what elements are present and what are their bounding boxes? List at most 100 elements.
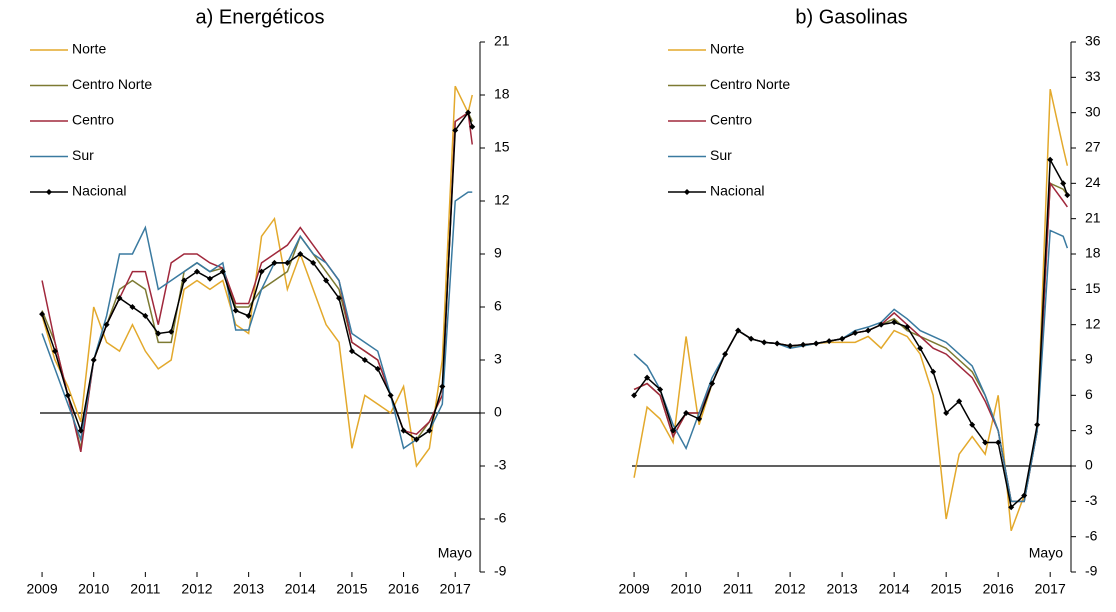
point-marker bbox=[310, 259, 317, 266]
point-marker bbox=[1034, 421, 1041, 428]
x-tick-label: 2017 bbox=[1035, 581, 1066, 597]
point-marker bbox=[426, 427, 433, 434]
y-tick-label: 3 bbox=[1085, 421, 1093, 437]
point-marker bbox=[904, 324, 911, 331]
x-tick-label: 2010 bbox=[671, 581, 702, 597]
point-marker bbox=[103, 321, 110, 328]
point-marker bbox=[865, 327, 872, 334]
point-marker bbox=[644, 374, 651, 381]
x-tick-label: 2010 bbox=[78, 581, 109, 597]
y-tick-label: -3 bbox=[1085, 492, 1098, 508]
point-marker bbox=[465, 109, 472, 116]
point-marker bbox=[219, 268, 226, 275]
point-marker bbox=[374, 365, 381, 372]
x-tick-label: 2013 bbox=[827, 581, 858, 597]
y-tick-label: 6 bbox=[1085, 386, 1093, 402]
legend-label: Centro Norte bbox=[72, 76, 152, 92]
point-marker bbox=[400, 427, 407, 434]
point-marker bbox=[181, 277, 188, 284]
point-marker bbox=[297, 251, 304, 257]
point-marker bbox=[361, 357, 368, 363]
series-line bbox=[41, 85, 473, 468]
y-tick-label: 12 bbox=[494, 192, 510, 208]
point-marker bbox=[774, 340, 781, 347]
point-marker bbox=[348, 348, 355, 355]
point-marker bbox=[696, 415, 703, 422]
annotation: Mayo bbox=[1029, 545, 1063, 561]
x-tick-label: 2012 bbox=[775, 581, 806, 597]
point-marker bbox=[982, 439, 989, 446]
point-marker bbox=[439, 383, 446, 390]
point-marker bbox=[1008, 504, 1015, 511]
point-marker bbox=[1064, 192, 1071, 199]
y-tick-label: 15 bbox=[1085, 280, 1101, 296]
x-tick-label: 2012 bbox=[181, 581, 212, 597]
point-marker bbox=[813, 340, 820, 347]
y-tick-label: -6 bbox=[1085, 527, 1098, 543]
legend-label: Sur bbox=[710, 147, 732, 163]
x-tick-label: 2015 bbox=[931, 581, 962, 597]
point-marker bbox=[878, 321, 885, 328]
point-marker bbox=[387, 392, 394, 399]
point-marker bbox=[168, 328, 175, 335]
y-tick-label: 27 bbox=[1085, 139, 1101, 155]
legend-label: Centro Norte bbox=[710, 76, 790, 92]
point-marker bbox=[284, 259, 291, 266]
legend-label: Centro bbox=[72, 112, 114, 128]
y-tick-label: 9 bbox=[1085, 351, 1093, 367]
y-tick-label: 30 bbox=[1085, 103, 1101, 119]
point-marker bbox=[64, 392, 71, 399]
point-marker bbox=[413, 436, 420, 443]
point-marker bbox=[206, 275, 213, 282]
annotation: Mayo bbox=[438, 545, 472, 561]
legend-label: Nacional bbox=[710, 183, 764, 199]
point-marker bbox=[336, 295, 343, 302]
chart-title: b) Gasolinas bbox=[795, 6, 907, 28]
point-marker bbox=[761, 339, 768, 346]
point-marker bbox=[39, 311, 46, 318]
series-line bbox=[41, 111, 473, 453]
point-marker bbox=[155, 330, 162, 337]
point-marker bbox=[917, 345, 924, 352]
legend-label: Norte bbox=[710, 41, 744, 57]
series-line bbox=[41, 191, 473, 450]
point-marker bbox=[452, 127, 459, 134]
point-marker bbox=[51, 348, 58, 355]
point-marker bbox=[787, 342, 794, 349]
point-marker bbox=[839, 335, 846, 342]
legend-marker bbox=[684, 189, 690, 195]
x-tick-label: 2013 bbox=[233, 581, 264, 597]
point-marker bbox=[826, 338, 833, 345]
legend-label: Sur bbox=[72, 147, 94, 163]
point-marker bbox=[258, 268, 265, 275]
y-tick-label: 0 bbox=[1085, 457, 1093, 473]
point-marker bbox=[323, 277, 330, 284]
x-tick-label: 2016 bbox=[983, 581, 1014, 597]
y-tick-label: 21 bbox=[1085, 209, 1101, 225]
y-tick-label: -9 bbox=[1085, 563, 1098, 579]
y-tick-label: 9 bbox=[494, 245, 502, 261]
y-tick-label: 24 bbox=[1085, 174, 1101, 190]
point-marker bbox=[943, 410, 950, 416]
x-tick-label: 2014 bbox=[879, 581, 910, 597]
legend-label: Centro bbox=[710, 112, 752, 128]
x-tick-label: 2017 bbox=[440, 581, 471, 597]
point-marker bbox=[1060, 180, 1067, 187]
point-marker bbox=[142, 312, 149, 319]
y-tick-label: -9 bbox=[494, 563, 507, 579]
point-marker bbox=[129, 304, 136, 310]
point-marker bbox=[232, 307, 239, 314]
y-tick-label: 18 bbox=[494, 86, 510, 102]
x-tick-label: 2016 bbox=[388, 581, 419, 597]
point-marker bbox=[683, 410, 690, 416]
series-line bbox=[41, 111, 473, 449]
y-tick-label: 0 bbox=[494, 404, 502, 420]
y-tick-label: 18 bbox=[1085, 245, 1101, 261]
point-marker bbox=[657, 386, 664, 393]
legend-label: Nacional bbox=[72, 183, 126, 199]
point-marker bbox=[735, 327, 742, 334]
point-marker bbox=[1021, 492, 1028, 499]
point-marker bbox=[631, 392, 638, 399]
point-marker bbox=[193, 268, 200, 275]
point-marker bbox=[77, 427, 84, 434]
